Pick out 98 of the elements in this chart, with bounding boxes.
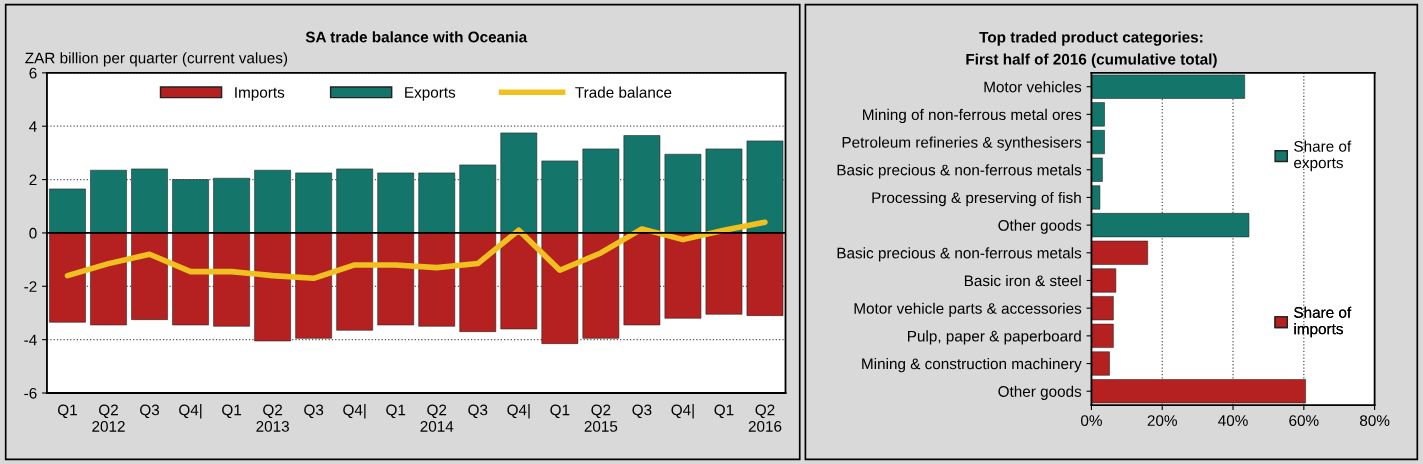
bar — [1091, 130, 1105, 155]
bar — [1091, 74, 1245, 99]
x-tick-label: 40% — [1218, 415, 1248, 427]
y-axis-title: ZAR billion per quarter (current values) — [25, 52, 288, 67]
x-tick-label: Q4| — [671, 404, 694, 419]
bar — [254, 232, 291, 342]
bar — [418, 172, 456, 234]
x-tick-label: Q2 2016 — [748, 404, 782, 432]
bar — [49, 232, 86, 323]
bar — [1091, 102, 1105, 127]
x-tick-label: Q2 2014 — [420, 404, 454, 432]
y-tick-label: -4 — [24, 334, 37, 346]
x-tick-label: 20% — [1147, 415, 1177, 427]
bar — [377, 172, 415, 234]
bar — [90, 232, 127, 326]
bar — [1091, 351, 1110, 376]
bar — [336, 168, 374, 234]
x-tick-label: 60% — [1289, 415, 1319, 427]
x-tick-label: Q2 2015 — [584, 404, 618, 432]
y-tick-label: Motor vehicle parts & accessories — [854, 302, 1082, 317]
x-tick-label: Q3 — [304, 404, 324, 419]
x-tick-label: Q1 — [714, 404, 734, 419]
x-tick-label: Q2 2012 — [92, 404, 125, 432]
bar — [500, 132, 538, 234]
bar — [1091, 296, 1114, 321]
bar — [1091, 185, 1101, 210]
bar — [1091, 157, 1103, 182]
bar — [295, 172, 332, 234]
bar — [295, 232, 332, 339]
bar — [705, 148, 743, 234]
bar — [582, 148, 620, 234]
bar — [1091, 323, 1114, 348]
y-tick-label: Mining of non-ferrous metal ores — [863, 108, 1082, 124]
x-tick-label: Q2 2013 — [256, 404, 289, 432]
y-tick-label: -6 — [24, 387, 37, 399]
legend-label: Share of imports — [1294, 306, 1352, 338]
bar — [541, 160, 579, 234]
x-tick-label: Q3 — [632, 404, 652, 419]
y-tick-label: Other goods — [998, 219, 1082, 234]
y-tick-label: Other goods — [998, 385, 1082, 400]
bar — [49, 188, 86, 234]
legend-label: Share of exports — [1294, 140, 1352, 172]
y-tick-label: 4 — [29, 121, 37, 132]
bar — [213, 232, 250, 327]
x-tick-label: Q4| — [507, 404, 530, 419]
bar — [131, 168, 168, 234]
bar — [500, 232, 538, 330]
y-tick-label: 0 — [29, 227, 37, 239]
bar — [1091, 268, 1117, 293]
y-tick-label: Basic precious & non-ferrous metals — [837, 247, 1082, 262]
y-tick-label: 2 — [29, 174, 37, 186]
x-tick-label: 0% — [1081, 415, 1102, 427]
x-tick-label: Q1 — [550, 404, 570, 419]
bar — [1091, 213, 1250, 238]
x-tick-label: Q1 — [58, 404, 77, 419]
y-tick-label: Mining & construction machinery — [862, 358, 1082, 373]
bar — [377, 232, 415, 326]
x-tick-label: Q1 — [222, 404, 242, 419]
bar — [254, 169, 291, 234]
bar — [459, 164, 497, 234]
y-tick-label: Petroleum refineries & synthesisers — [842, 136, 1082, 151]
x-tick-label: Q3 — [140, 404, 160, 419]
bar — [213, 177, 250, 234]
bar — [90, 169, 127, 234]
legend-label: Imports — [235, 87, 285, 101]
bar — [172, 179, 209, 234]
x-tick-label: Q1 — [386, 404, 406, 419]
bar — [746, 140, 784, 234]
y-tick-label: 6 — [29, 67, 37, 79]
bar — [131, 232, 168, 320]
bar — [172, 232, 209, 326]
y-tick-label: Basic iron & steel — [964, 274, 1081, 287]
y-tick-label: -2 — [24, 281, 37, 292]
x-tick-label: Q4| — [179, 404, 202, 419]
bar — [623, 232, 661, 326]
bar — [746, 232, 784, 316]
bar — [1091, 240, 1148, 265]
x-tick-label: 80% — [1359, 415, 1390, 427]
bar — [459, 232, 497, 332]
x-tick-label: Q4| — [343, 404, 366, 419]
bar — [664, 232, 702, 319]
legend-label: Trade balance — [575, 86, 672, 98]
y-tick-label: Motor vehicles — [984, 81, 1082, 93]
bar — [582, 232, 620, 339]
bar — [541, 232, 579, 344]
bar — [623, 135, 661, 234]
chart-title: Top traded product categories: First half of 2016 (cumulative total) — [966, 31, 1217, 68]
y-tick-label: Pulp, paper & paperboard — [908, 330, 1081, 345]
bar — [705, 232, 743, 315]
chart-title: SA trade balance with Oceania — [305, 31, 528, 43]
y-tick-label: Processing & preserving of fish — [872, 191, 1081, 207]
bar — [336, 232, 374, 331]
x-tick-label: Q3 — [468, 404, 488, 419]
y-tick-label: Basic precious & non-ferrous metals — [837, 164, 1082, 179]
bar — [664, 153, 702, 234]
legend-label: Exports — [405, 87, 456, 101]
bar — [1091, 379, 1306, 404]
bar — [418, 232, 456, 327]
